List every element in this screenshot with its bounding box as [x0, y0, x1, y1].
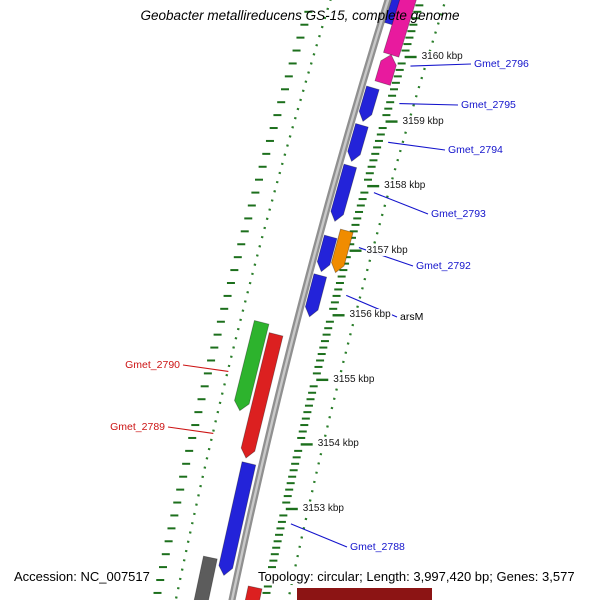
leader-Gmet_2793 [373, 192, 429, 215]
gene-cds-bottom-red[interactable] [243, 585, 263, 600]
page-title: Geobacter metallireducens GS-15, complet… [140, 8, 460, 23]
gene-Gmet_2796[interactable] [374, 54, 397, 86]
gene-label-Gmet_2796[interactable]: Gmet_2796 [474, 58, 529, 70]
backbone-highlight [230, 0, 390, 600]
genome-backbone [228, 0, 392, 600]
gene-arsM[interactable] [304, 273, 328, 318]
gene-label-Gmet_2795[interactable]: Gmet_2795 [461, 99, 516, 111]
ruler-label-3159: 3159 kbp [401, 115, 445, 127]
gene-label-Gmet_2789[interactable]: Gmet_2789 [110, 421, 165, 433]
ruler-label-3154: 3154 kbp [316, 438, 360, 450]
ruler-label-3158: 3158 kbp [383, 180, 427, 192]
leader-Gmet_2796 [410, 63, 472, 67]
leader-Gmet_2790 [182, 364, 229, 373]
ruler-label-3155: 3155 kbp [332, 373, 376, 385]
gene-cds-bottom-gray[interactable] [193, 555, 218, 600]
gene-label-arsM[interactable]: arsM [400, 311, 424, 323]
ruler-label-3160: 3160 kbp [420, 51, 464, 62]
ruler-label-3157: 3157 kbp [365, 244, 409, 256]
gene-glyphs [193, 0, 419, 600]
leader-Gmet_2788 [290, 523, 348, 548]
footer-genome-stats: Topology: circular; Length: 3,997,420 bp… [256, 569, 577, 584]
gene-cds-mid[interactable] [316, 234, 338, 273]
ruler-label-3153: 3153 kbp [301, 502, 345, 514]
leader-Gmet_2789 [167, 426, 214, 434]
ruler-arc-left [174, 0, 332, 600]
gene-Gmet_2795[interactable] [358, 85, 380, 123]
gene-Gmet_2788[interactable] [218, 461, 257, 577]
gene-label-Gmet_2793[interactable]: Gmet_2793 [431, 208, 486, 220]
gene-label-Gmet_2788[interactable]: Gmet_2788 [350, 541, 405, 553]
gene-Gmet_2794[interactable] [347, 123, 369, 163]
gene-Gmet_2793[interactable] [330, 163, 358, 222]
gene-label-Gmet_2792[interactable]: Gmet_2792 [416, 260, 471, 272]
footer-accession: Accession: NC_007517 [12, 569, 152, 584]
gene-cds-upstream-2[interactable] [383, 0, 419, 58]
gene-Gmet_2790[interactable] [234, 320, 270, 412]
gene-label-Gmet_2794[interactable]: Gmet_2794 [448, 144, 503, 156]
cropped-bottom-banner [297, 588, 432, 600]
gene-label-Gmet_2790[interactable]: Gmet_2790 [125, 359, 180, 371]
ruler-label-3156: 3156 kbp [348, 309, 392, 321]
ruler-arcs [174, 0, 446, 600]
gene-Gmet_2789[interactable] [240, 332, 284, 459]
gene-Gmet_2792[interactable] [331, 228, 354, 274]
leader-Gmet_2794 [388, 141, 446, 151]
leader-Gmet_2795 [399, 103, 459, 106]
ruler-ticks [153, 4, 424, 594]
